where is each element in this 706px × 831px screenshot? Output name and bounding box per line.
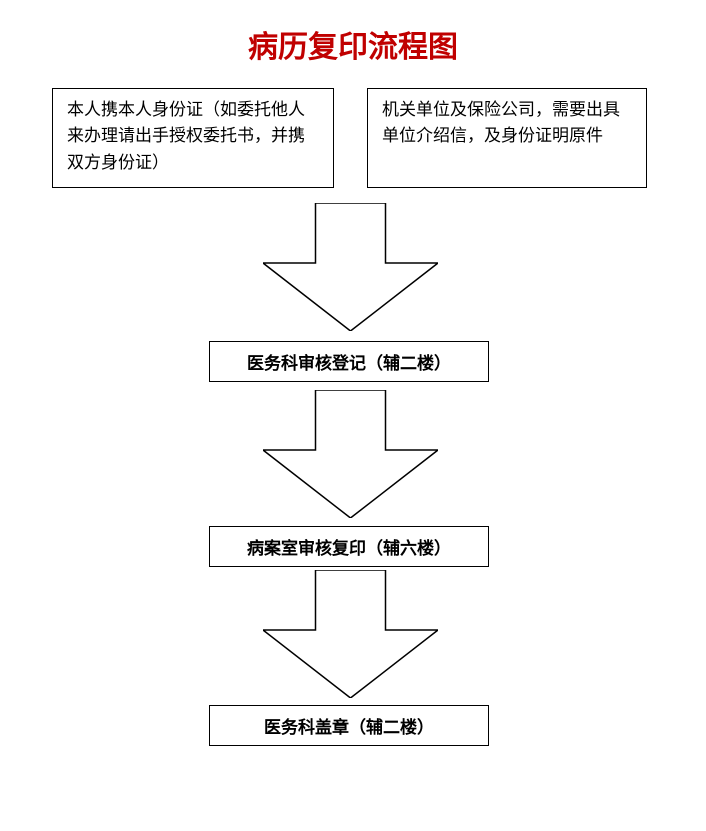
flow-step-text: 病案室审核复印（辅六楼） (247, 534, 451, 559)
flow-arrow-3 (263, 570, 438, 698)
flow-step-text: 医务科审核登记（辅二楼） (247, 349, 451, 374)
flow-box-applicant-self: 本人携本人身份证（如委托他人来办理请出手授权委托书，并携双方身份证） (52, 88, 334, 188)
page-title: 病历复印流程图 (0, 22, 706, 66)
flow-arrow-1 (263, 203, 438, 331)
down-arrow-icon (263, 570, 438, 698)
flow-step-3: 医务科盖章（辅二楼） (209, 705, 489, 746)
flow-box-text: 机关单位及保险公司，需要出具单位介绍信，及身份证明原件 (382, 97, 632, 150)
flow-step-text: 医务科盖章（辅二楼） (264, 713, 434, 738)
flow-box-applicant-org: 机关单位及保险公司，需要出具单位介绍信，及身份证明原件 (367, 88, 647, 188)
flow-box-text: 本人携本人身份证（如委托他人来办理请出手授权委托书，并携双方身份证） (67, 97, 319, 176)
flow-step-2: 病案室审核复印（辅六楼） (209, 526, 489, 567)
down-arrow-icon (263, 203, 438, 331)
flow-arrow-2 (263, 390, 438, 518)
down-arrow-icon (263, 390, 438, 518)
flow-step-1: 医务科审核登记（辅二楼） (209, 341, 489, 382)
